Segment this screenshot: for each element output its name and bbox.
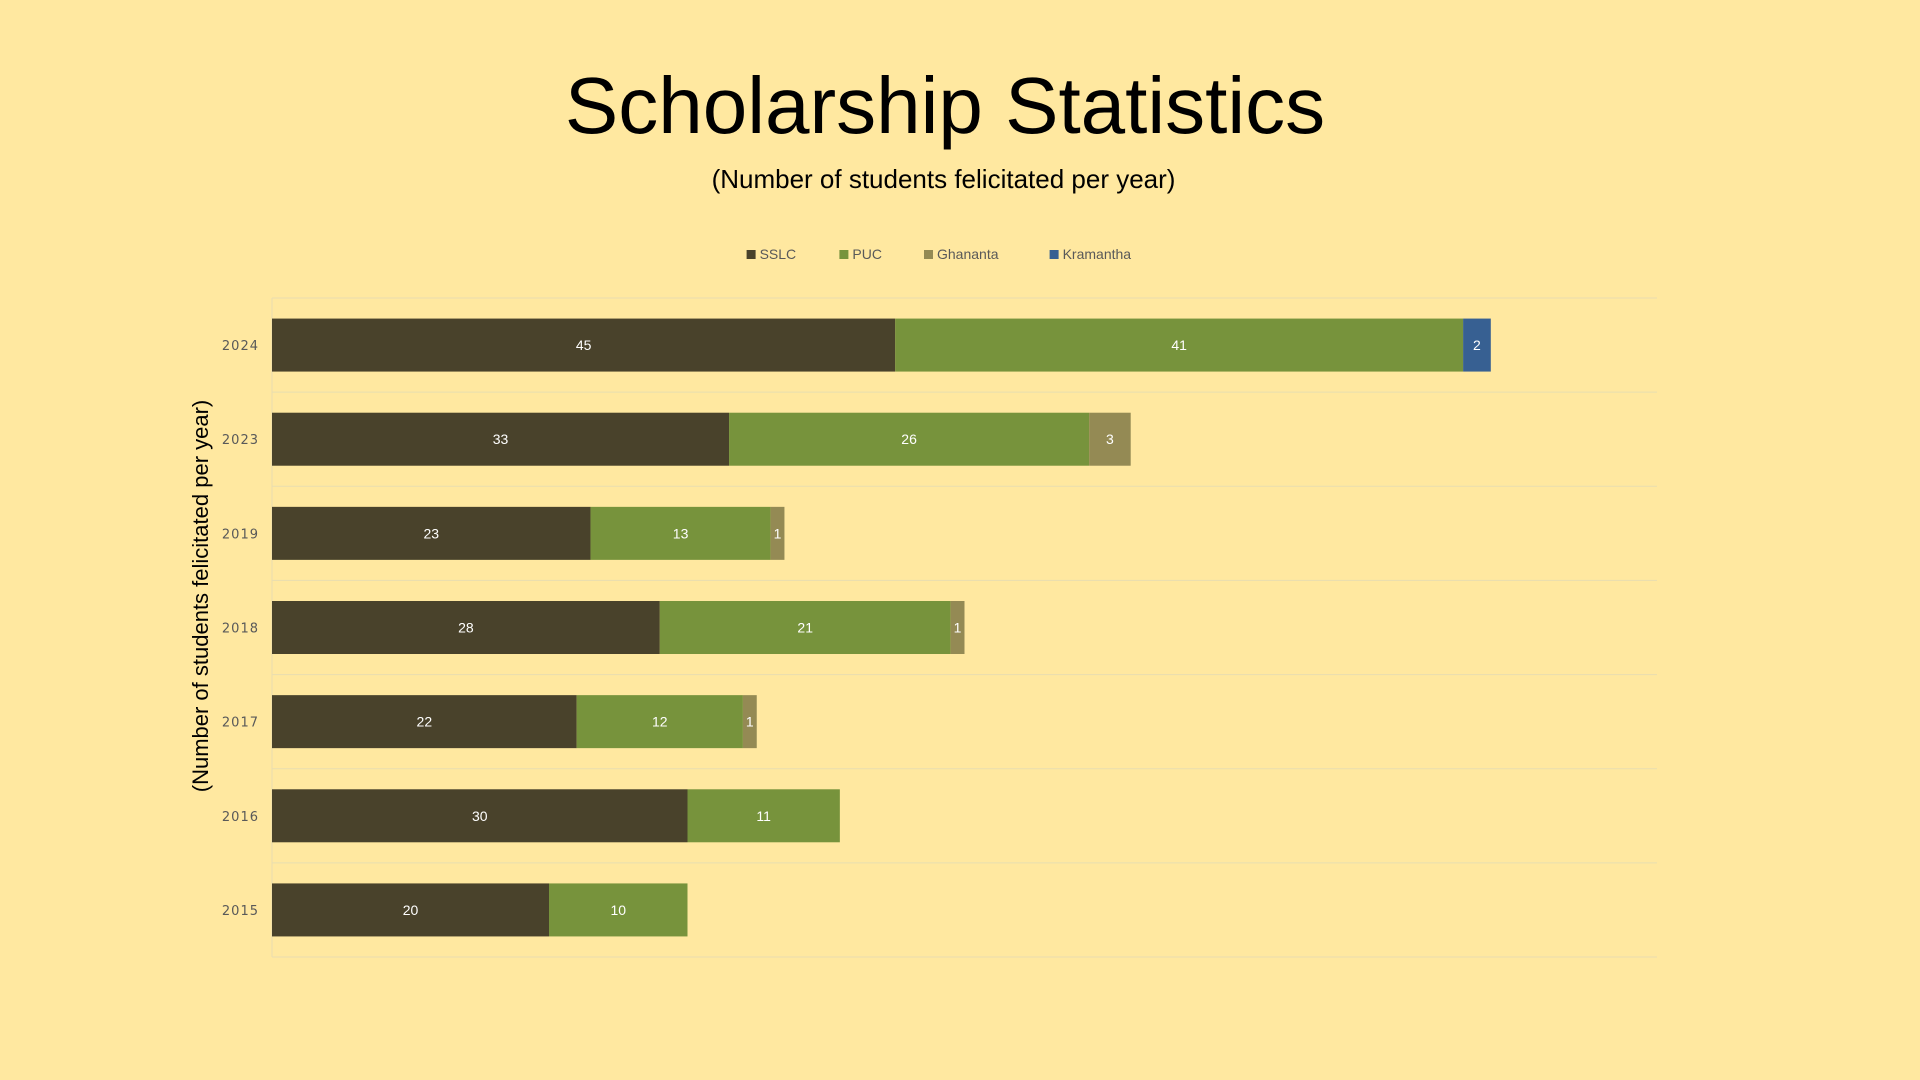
bar-segment [590, 506, 771, 560]
bar-segment [549, 883, 688, 937]
data-label: 23 [423, 525, 439, 541]
bar-segment [1463, 318, 1491, 372]
legend: SSLC PUC Ghananta Kramantha [746, 246, 1132, 262]
category-tick-label: 2018 [222, 622, 259, 637]
legend-label: Kramantha [1063, 246, 1132, 262]
data-label: 41 [1171, 337, 1187, 353]
legend-swatch [839, 250, 849, 259]
legend-label: Ghananta [937, 246, 999, 262]
data-label: 12 [652, 714, 668, 730]
data-label: 10 [610, 902, 626, 918]
legend-label: SSLC [760, 246, 797, 262]
bar-segment [729, 412, 1090, 466]
bar-segment [770, 506, 785, 560]
category-tick-label: 2023 [222, 433, 259, 448]
legend-swatch [1049, 250, 1059, 259]
data-label: 13 [673, 525, 689, 541]
y-axis-title: (Number of students felicitated per year… [188, 400, 213, 793]
data-label: 1 [774, 525, 782, 541]
gridlines [271, 297, 1657, 958]
category-tick-label: 2024 [222, 339, 259, 354]
bar-segment [659, 601, 951, 654]
data-label: 22 [417, 714, 433, 730]
legend-label: PUC [852, 246, 882, 262]
data-label: 1 [954, 620, 962, 636]
bar-segment [272, 601, 660, 654]
data-label: 3 [1106, 431, 1114, 447]
data-label: 28 [458, 620, 474, 636]
data-label: 33 [493, 431, 509, 447]
category-tick-label: 2016 [222, 810, 259, 825]
category-axis: 2024 2023 2019 2018 2017 2016 2015 [222, 339, 259, 919]
category-tick-label: 2015 [222, 904, 259, 919]
data-label: 1 [746, 714, 754, 730]
category-tick-label: 2017 [222, 716, 259, 731]
data-labels: 45 41 2 33 26 3 23 13 1 28 21 1 22 12 1 30 11 20 10 [403, 337, 1481, 918]
legend-swatch [924, 250, 933, 259]
bar-segment [576, 695, 743, 749]
data-label: 45 [576, 337, 592, 353]
data-label: 11 [756, 808, 771, 824]
chart-title: Scholarship Statistics [564, 61, 1326, 150]
bar-segment [272, 883, 549, 937]
bar-segment [272, 318, 896, 372]
data-label: 30 [472, 808, 488, 824]
bar-segment [687, 789, 840, 843]
chart-subtitle: (Number of students felicitated per year… [711, 164, 1176, 194]
bar-segment [272, 506, 591, 560]
bar-segment [742, 695, 757, 749]
data-label: 26 [901, 431, 917, 447]
bar-segment [272, 695, 577, 749]
bars [272, 318, 1491, 937]
bar-segment [272, 789, 688, 843]
bar-segment [1089, 412, 1131, 466]
bar-segment [950, 601, 965, 654]
category-tick-label: 2019 [222, 527, 259, 542]
data-label: 21 [797, 620, 813, 636]
data-label: 2 [1473, 337, 1481, 353]
legend-swatch [746, 250, 756, 259]
bar-segment [895, 318, 1464, 372]
data-label: 20 [403, 902, 419, 918]
bar-segment [272, 412, 730, 466]
